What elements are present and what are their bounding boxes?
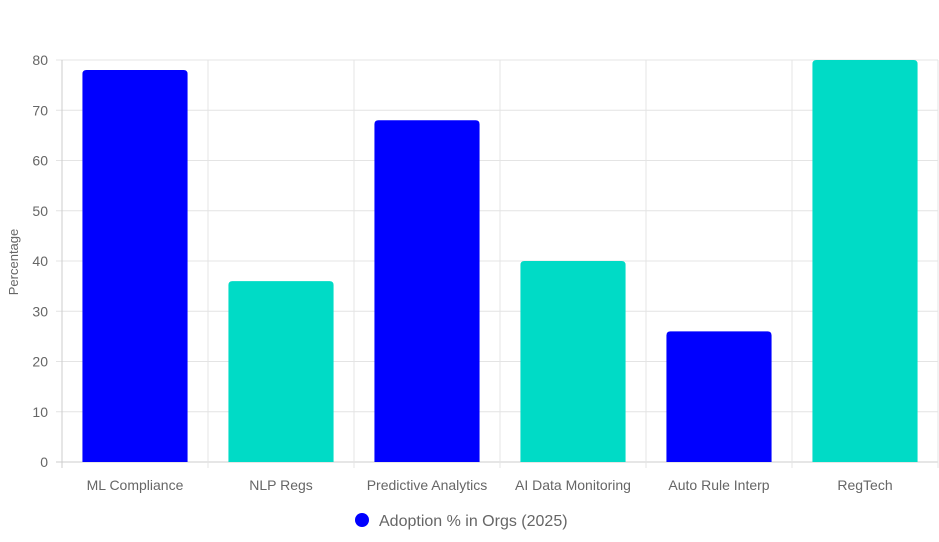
- y-tick-label: 70: [32, 102, 48, 118]
- x-axis-ticks: ML Compliance NLP Regs Predictive Analytic…: [87, 477, 893, 493]
- y-tick-label: 80: [32, 52, 48, 68]
- legend-item[interactable]: Adoption % in Orgs (2025): [355, 513, 568, 530]
- bar[interactable]: [520, 261, 626, 462]
- grid: [56, 59, 939, 468]
- bar[interactable]: [82, 70, 188, 463]
- x-tick-label: Auto Rule Interp: [668, 477, 769, 493]
- legend-swatch: [355, 513, 369, 527]
- bar[interactable]: [666, 331, 772, 462]
- x-tick-label: RegTech: [837, 477, 892, 493]
- y-tick-label: 0: [40, 454, 48, 470]
- y-tick-label: 30: [32, 303, 48, 319]
- y-tick-label: 40: [32, 253, 48, 269]
- y-tick-label: 20: [32, 354, 48, 370]
- bar[interactable]: [374, 120, 480, 463]
- legend-label: Adoption % in Orgs (2025): [379, 513, 568, 530]
- x-tick-label: ML Compliance: [87, 477, 184, 493]
- y-tick-label: 10: [32, 404, 48, 420]
- bars: [82, 60, 918, 463]
- y-tick-label: 50: [32, 203, 48, 219]
- y-tick-label: 60: [32, 153, 48, 169]
- bar[interactable]: [228, 281, 334, 462]
- bar[interactable]: [812, 60, 918, 462]
- x-tick-label: NLP Regs: [249, 477, 313, 493]
- x-tick-label: AI Data Monitoring: [515, 477, 631, 493]
- y-axis-label: Percentage: [6, 229, 21, 296]
- x-tick-label: Predictive Analytics: [367, 477, 488, 493]
- y-axis-ticks: 0 10 20 30 40 50 60 70 80: [32, 52, 48, 470]
